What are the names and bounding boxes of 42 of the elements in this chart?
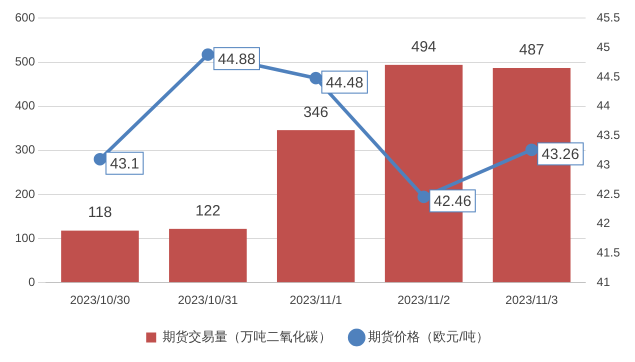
data-label: 44.88 xyxy=(218,50,256,68)
x-tick-label: 2023/11/3 xyxy=(505,293,558,308)
legend-label: 期货交易量（万吨二氧化碳） xyxy=(162,329,332,344)
legend-label: 期货价格（欧元/吨） xyxy=(368,329,489,344)
bar xyxy=(61,230,139,282)
data-label: 43.26 xyxy=(542,146,580,163)
data-label: 122 xyxy=(195,202,220,220)
point xyxy=(94,152,106,166)
y2-tick-label: 41.5 xyxy=(596,246,620,260)
y-tick-label: 500 xyxy=(14,54,36,69)
x-tick-label: 2023/11/2 xyxy=(398,293,450,308)
bar xyxy=(169,228,247,282)
data-label: 487 xyxy=(519,42,544,59)
data-label: 494 xyxy=(411,38,436,56)
point xyxy=(310,72,322,84)
y-tick-label: 600 xyxy=(14,10,36,25)
y-tick-label: 300 xyxy=(14,142,36,157)
y2-tick-label: 42 xyxy=(596,216,610,230)
x-tick-label: 2023/11/1 xyxy=(290,293,342,308)
y2-tick-label: 41 xyxy=(596,274,610,289)
x-tick-label: 2023/10/30 xyxy=(70,293,130,308)
data-label: 42.46 xyxy=(434,192,472,210)
y2-tick-label: 45.5 xyxy=(596,10,620,25)
y-tick-label: 100 xyxy=(14,230,36,245)
x-tick-label: 2023/10/31 xyxy=(178,293,238,308)
y-tick-label: 200 xyxy=(14,186,36,201)
bar xyxy=(276,130,355,282)
y2-tick-label: 43.5 xyxy=(596,128,620,142)
point xyxy=(202,48,214,61)
y2-tick-label: 42.5 xyxy=(596,186,620,201)
y2-tick-label: 43 xyxy=(596,157,610,172)
y2-tick-label: 44 xyxy=(596,98,610,113)
data-label: 118 xyxy=(88,204,112,222)
y2-tick-label: 44.5 xyxy=(596,69,620,84)
data-label: 346 xyxy=(303,104,328,121)
y-tick-label: 400 xyxy=(14,98,36,113)
data-label: 44.48 xyxy=(326,74,364,92)
y-tick-label: 0 xyxy=(28,274,36,289)
y2-tick-label: 45 xyxy=(596,40,610,54)
point xyxy=(418,190,430,204)
data-label: 43.1 xyxy=(110,155,140,172)
point xyxy=(525,144,538,156)
